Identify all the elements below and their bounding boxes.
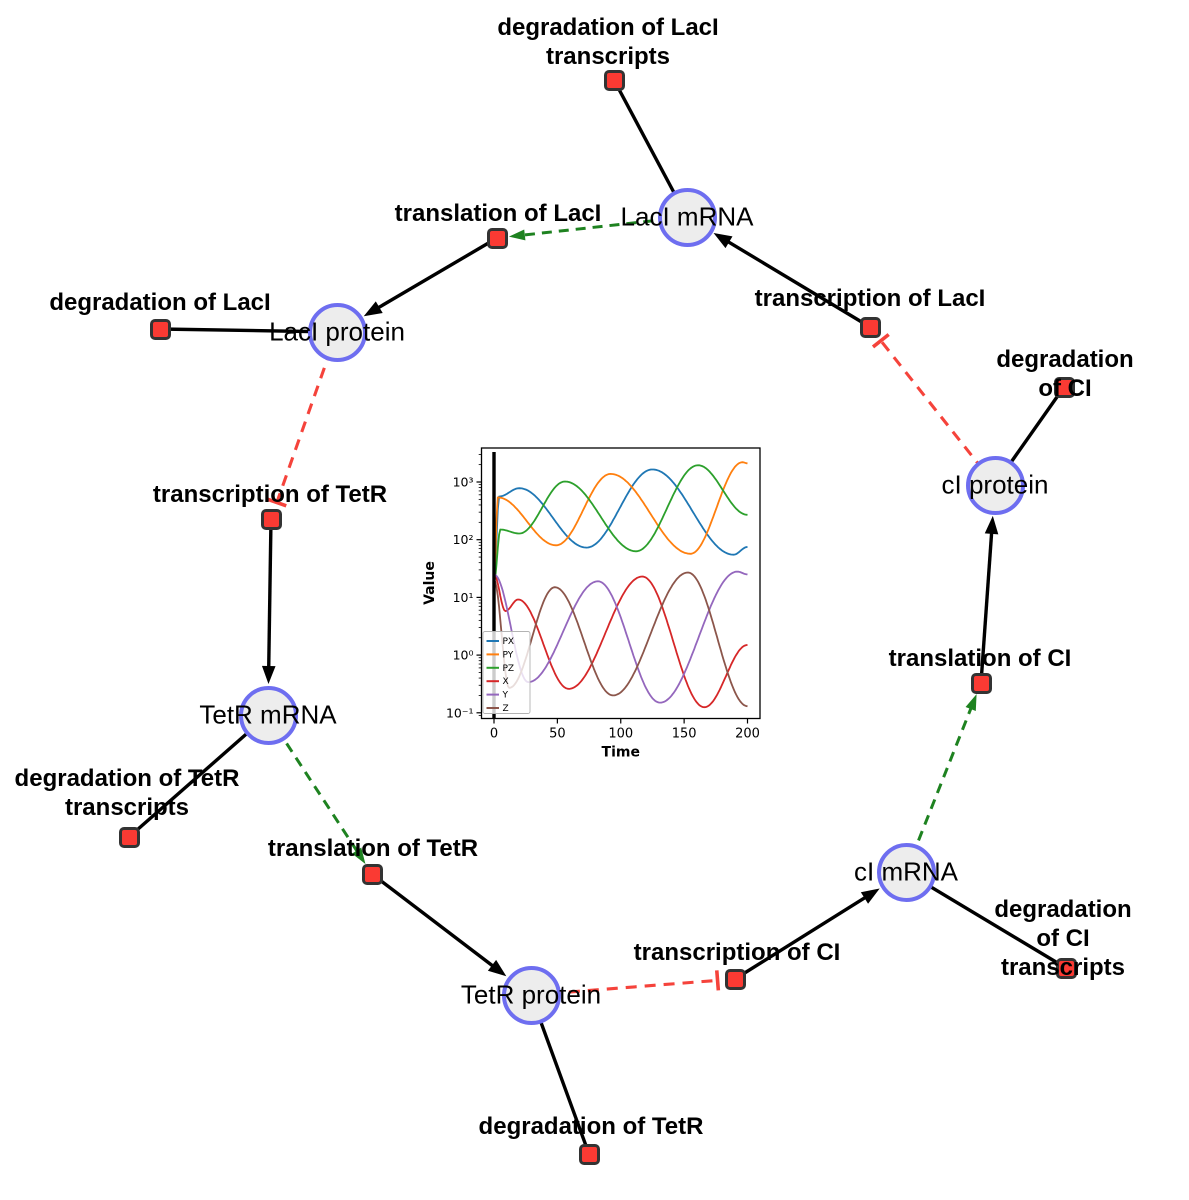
legend-label-PX: PX — [503, 637, 515, 647]
arrowhead-icon — [713, 232, 733, 249]
y-tick-label: 10⁻¹ — [446, 705, 474, 720]
edge-translation-laci-to-laci-protein — [363, 236, 498, 317]
edge-translation-tetr-to-tetr-protein — [370, 872, 507, 977]
arrowhead-icon — [860, 888, 880, 904]
x-tick-label: 150 — [672, 727, 697, 742]
series-line-Z — [493, 571, 748, 708]
species-node-tetr-protein[interactable] — [501, 965, 561, 1025]
species-node-ci-protein[interactable] — [965, 455, 1025, 515]
x-tick-label: 100 — [608, 727, 633, 742]
chart-legend: PX PY PZ XYZ — [482, 631, 531, 714]
y-tick-label: 10⁰ — [453, 648, 474, 663]
species-node-laci-mrna[interactable] — [657, 187, 717, 247]
edge-transcription-laci-to-laci-mrna — [713, 232, 871, 329]
edge-laci-mrna-to-translation-laci — [508, 215, 688, 241]
series-line-Y — [493, 570, 748, 704]
species-node-tetr-mrna[interactable] — [238, 685, 298, 745]
production-edge-line — [979, 528, 994, 684]
consumption-edge-line — [905, 870, 1067, 970]
reaction-node-deg-ci-transcripts[interactable] — [1055, 957, 1077, 979]
legend-label-Y: Y — [502, 691, 509, 701]
series-line-PX — [493, 468, 748, 583]
production-edge-line — [374, 236, 498, 312]
series-line-PZ — [493, 464, 748, 583]
inhibition-edge-line — [530, 978, 716, 997]
arrowhead-icon — [487, 959, 507, 977]
edge-tetr-protein-to-transcription-ci — [530, 970, 721, 997]
production-edge-line — [723, 238, 871, 329]
edge-ci-mrna-to-deg-ci-transcripts — [905, 870, 1067, 970]
reaction-node-deg-tetr[interactable] — [578, 1143, 600, 1165]
edge-translation-ci-to-ci-protein — [979, 515, 999, 684]
modifier-edge-line — [266, 714, 360, 854]
inset-chart: 0 50 100 150 20010³10²10¹10⁰10⁻¹TimeValuePXP… — [422, 447, 761, 761]
chart-curves — [493, 461, 748, 709]
production-edge-line — [370, 872, 498, 970]
series-line-PY — [493, 461, 748, 583]
production-edge-line — [266, 518, 273, 672]
arrowhead-icon — [363, 301, 383, 317]
reaction-node-transcription-tetr[interactable] — [260, 508, 282, 530]
x-axis-label: Time — [602, 745, 640, 761]
arrowhead-icon — [984, 515, 999, 535]
species-node-ci-mrna[interactable] — [876, 842, 936, 902]
x-tick-label: 200 — [735, 727, 760, 742]
reaction-node-deg-ci[interactable] — [1053, 376, 1075, 398]
production-edge-line — [734, 893, 870, 981]
reaction-node-deg-tetr-transcripts[interactable] — [118, 826, 140, 848]
y-tick-label: 10³ — [453, 475, 474, 490]
edge-tetr-mrna-to-deg-tetr-transcripts — [127, 713, 270, 839]
y-axis-label: Value — [422, 561, 438, 605]
reaction-node-transcription-ci[interactable] — [724, 968, 746, 990]
modifier-arrowhead-icon — [508, 229, 526, 241]
edge-tetr-mrna-to-translation-tetr — [266, 714, 366, 864]
y-tick-label: 10¹ — [453, 590, 474, 605]
inhibition-tbar-icon — [714, 970, 721, 991]
modifier-arrowhead-icon — [352, 847, 366, 864]
reaction-node-translation-laci[interactable] — [486, 227, 508, 249]
reaction-node-deg-laci-transcripts[interactable] — [603, 69, 625, 91]
edge-ci-protein-to-transcription-laci — [871, 333, 997, 486]
legend-label-PZ: PZ — [503, 664, 515, 674]
reaction-node-deg-laci[interactable] — [149, 318, 171, 340]
inhibition-tbar-icon — [871, 333, 890, 349]
edge-transcription-ci-to-ci-mrna — [734, 888, 880, 981]
legend-label-Z: Z — [503, 704, 509, 714]
edge-ci-mrna-to-translation-ci — [904, 694, 977, 873]
reaction-node-translation-ci[interactable] — [970, 672, 992, 694]
y-tick-label: 10² — [453, 532, 474, 547]
x-tick-label: 50 — [549, 727, 566, 742]
species-node-laci-protein[interactable] — [307, 302, 367, 362]
consumption-edge-line — [127, 713, 270, 839]
x-tick-label: 0 — [490, 727, 498, 742]
reaction-node-transcription-laci[interactable] — [859, 316, 881, 338]
modifier-arrowhead-icon — [965, 694, 977, 712]
legend-label-X: X — [503, 677, 509, 687]
inhibition-tbar-icon — [266, 497, 287, 508]
modifier-edge-line — [904, 706, 973, 873]
reaction-node-translation-tetr[interactable] — [361, 863, 383, 885]
legend-box — [482, 631, 531, 714]
arrowhead-icon — [261, 665, 276, 685]
legend-label-PY: PY — [503, 650, 514, 660]
edge-transcription-tetr-to-tetr-mrna — [261, 518, 276, 685]
modifier-edge-line — [522, 215, 688, 237]
